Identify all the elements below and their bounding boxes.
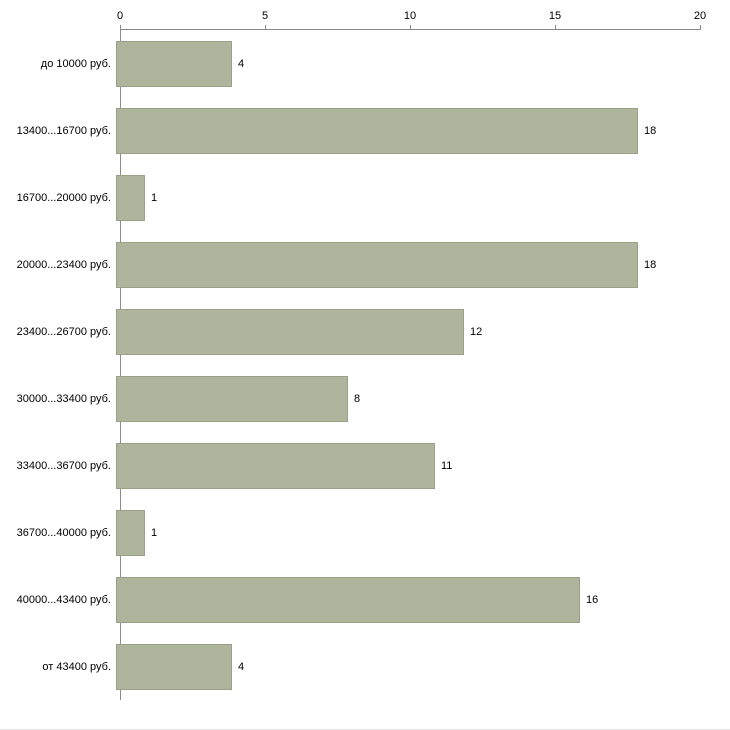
- category-label: 36700...40000 руб.: [16, 526, 111, 539]
- chart-row: от 43400 руб. 4: [0, 633, 730, 700]
- category-label: 33400...36700 руб.: [16, 459, 111, 472]
- bar: [116, 308, 464, 355]
- bar: [116, 375, 348, 422]
- x-axis-tick-mark: [410, 25, 411, 29]
- chart-row: 40000...43400 руб. 16: [0, 566, 730, 633]
- chart-row: 23400...26700 руб. 12: [0, 298, 730, 365]
- category-label: 30000...33400 руб.: [16, 392, 111, 405]
- bar-area: 1: [116, 164, 730, 231]
- bar-area: 1: [116, 499, 730, 566]
- value-label: 18: [644, 124, 657, 137]
- category-label: 23400...26700 руб.: [16, 325, 111, 338]
- chart-row: 13400...16700 руб. 18: [0, 97, 730, 164]
- bar: [116, 509, 145, 556]
- value-label: 4: [238, 57, 245, 70]
- x-axis-tick-label: 20: [693, 10, 707, 22]
- bar-area: 4: [116, 633, 730, 700]
- x-axis-tick-label: 0: [116, 10, 124, 22]
- x-axis-tick-mark: [700, 25, 701, 29]
- bar-area: 11: [116, 432, 730, 499]
- bar: [116, 442, 435, 489]
- chart-rows: до 10000 руб. 4 13400...16700 руб. 18 16700.…: [0, 30, 730, 700]
- bar: [116, 40, 232, 87]
- bar: [116, 174, 145, 221]
- chart-row: 33400...36700 руб. 11: [0, 432, 730, 499]
- bar: [116, 107, 638, 154]
- bar-area: 8: [116, 365, 730, 432]
- x-axis-tick-label: 15: [548, 10, 562, 22]
- chart-row: 36700...40000 руб. 1: [0, 499, 730, 566]
- value-label: 1: [151, 191, 158, 204]
- value-label: 12: [470, 325, 483, 338]
- chart-row: 16700...20000 руб. 1: [0, 164, 730, 231]
- bar: [116, 241, 638, 288]
- value-label: 4: [238, 660, 245, 673]
- chart-row: до 10000 руб. 4: [0, 30, 730, 97]
- x-axis-tick-label: 10: [403, 10, 417, 22]
- x-axis-tick-mark: [555, 25, 556, 29]
- value-label: 1: [151, 526, 158, 539]
- x-axis-tick-mark: [265, 25, 266, 29]
- bar-area: 12: [116, 298, 730, 365]
- category-label: до 10000 руб.: [40, 57, 111, 70]
- x-axis: 0 5 10 15 20: [116, 0, 706, 30]
- category-label: 16700...20000 руб.: [16, 191, 111, 204]
- x-axis-tick-mark: [120, 25, 121, 29]
- bar: [116, 576, 580, 623]
- chart-row: 30000...33400 руб. 8: [0, 365, 730, 432]
- chart-row: 20000...23400 руб. 18: [0, 231, 730, 298]
- value-label: 8: [354, 392, 361, 405]
- category-label: 40000...43400 руб.: [16, 593, 111, 606]
- value-label: 16: [586, 593, 599, 606]
- bar-area: 18: [116, 231, 730, 298]
- bar: [116, 643, 232, 690]
- bar-area: 4: [116, 30, 730, 97]
- bar-area: 16: [116, 566, 730, 633]
- value-label: 18: [644, 258, 657, 271]
- category-label: 13400...16700 руб.: [16, 124, 111, 137]
- x-axis-tick-label: 5: [261, 10, 269, 22]
- bar-area: 18: [116, 97, 730, 164]
- y-axis-line: [120, 30, 121, 700]
- category-label: от 43400 руб.: [42, 660, 111, 673]
- category-label: 20000...23400 руб.: [16, 258, 111, 271]
- value-label: 11: [441, 459, 453, 472]
